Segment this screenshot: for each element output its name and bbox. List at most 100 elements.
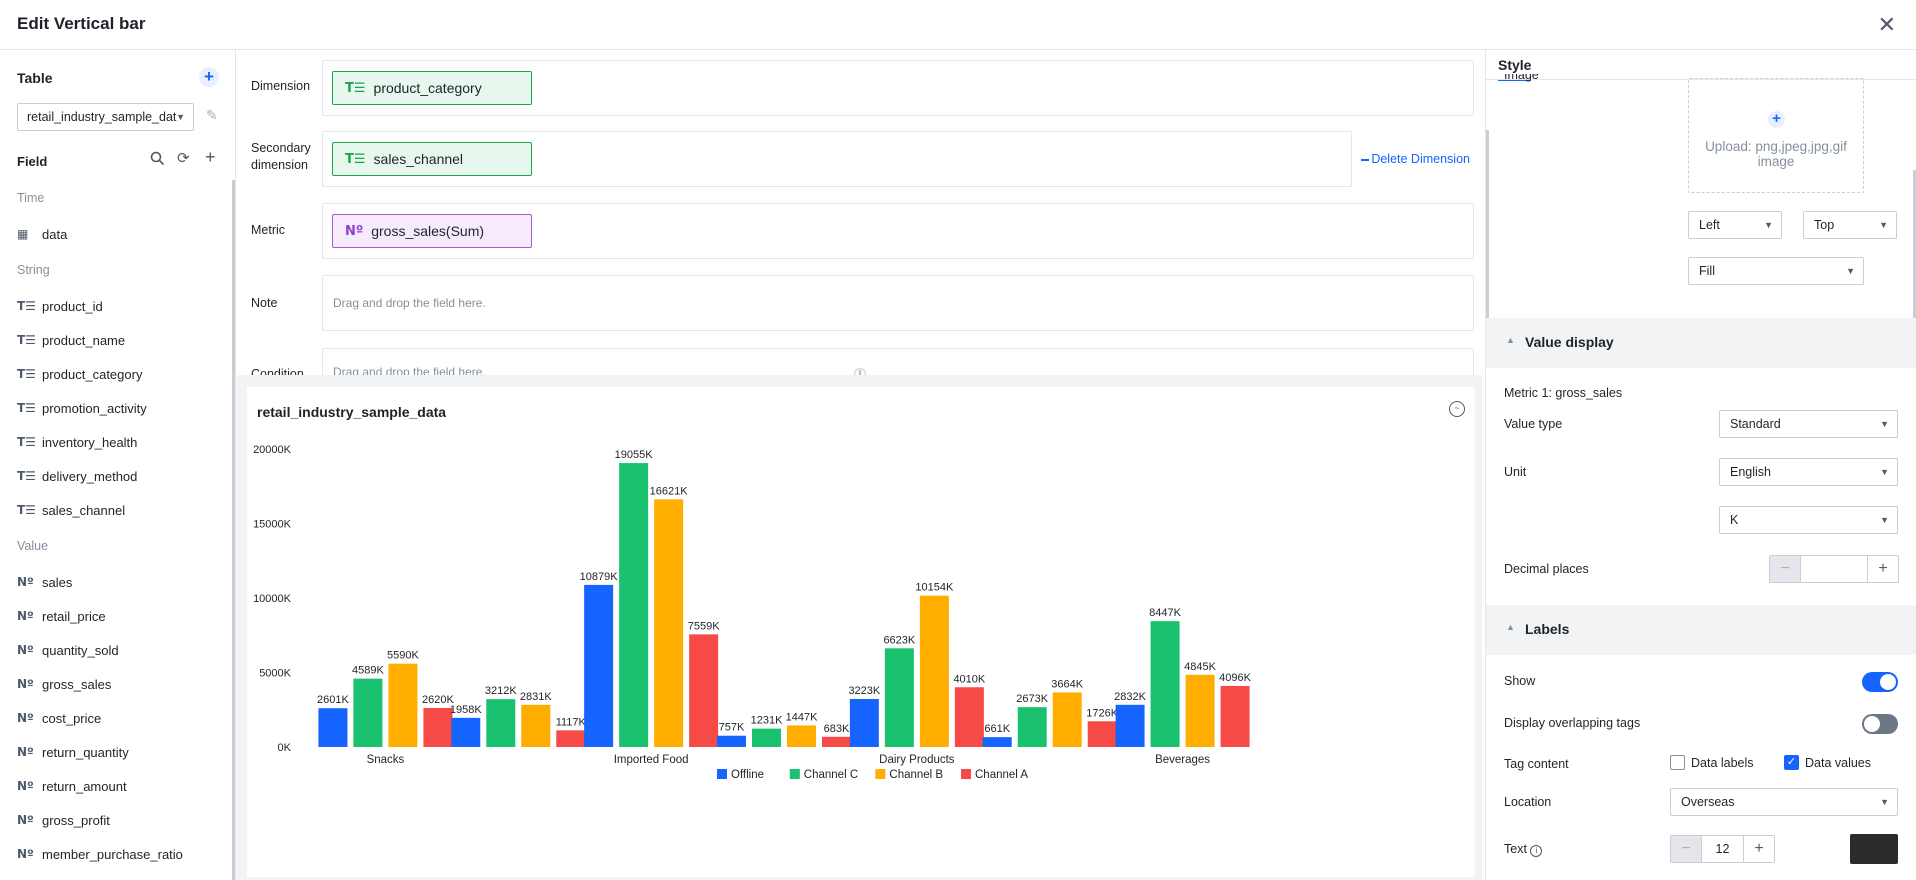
field-item-value[interactable]: Nº return_quantity <box>17 735 129 769</box>
labels-header[interactable]: ▲ Labels <box>1486 605 1916 655</box>
tab-divider <box>1486 79 1916 80</box>
data-label: 3664K <box>1051 678 1083 690</box>
overlap-toggle[interactable] <box>1862 714 1898 734</box>
decimal-stepper[interactable]: − + <box>1769 555 1899 583</box>
refresh-icon[interactable]: ⟳ <box>177 150 190 167</box>
text-size-stepper[interactable]: − 12 + <box>1670 835 1775 863</box>
data-label: 2831K <box>520 691 552 703</box>
secondary-drop-zone[interactable]: T☰ sales_channel <box>322 131 1352 187</box>
field-item-time[interactable]: ▦ data <box>17 217 67 251</box>
fit-select[interactable]: Fill ▼ <box>1688 257 1864 285</box>
data-values-checkbox[interactable]: ✓ Data values <box>1784 755 1871 770</box>
field-item-string[interactable]: T☰ inventory_health <box>17 425 137 459</box>
value-type-select[interactable]: Standard ▼ <box>1719 410 1898 438</box>
field-item-value[interactable]: Nº quantity_sold <box>17 633 119 667</box>
x-tick-label: Dairy Products <box>879 754 955 766</box>
bar <box>1115 704 1145 747</box>
field-item-value[interactable]: Nº return_amount <box>17 769 127 803</box>
text-size-value[interactable]: 12 <box>1701 836 1744 862</box>
increment-icon[interactable]: + <box>1878 560 1888 577</box>
text-color-swatch[interactable] <box>1850 834 1898 864</box>
dimension-drop-zone[interactable]: T☰ product_category <box>322 60 1474 116</box>
data-label: 4010K <box>953 673 985 685</box>
decimal-value[interactable] <box>1800 556 1868 582</box>
field-item-string[interactable]: T☰ delivery_method <box>17 459 137 493</box>
field-item-string[interactable]: T☰ promotion_activity <box>17 391 147 425</box>
overlap-label: Display overlapping tags <box>1504 716 1641 730</box>
table-select[interactable]: retail_industry_sample_dat ▼ <box>17 103 194 131</box>
tab-style[interactable]: Style <box>1498 57 1532 81</box>
string-type-icon: T☰ <box>17 367 36 381</box>
field-item-string[interactable]: T☰ sales_channel <box>17 493 125 527</box>
decrement-icon[interactable]: − <box>1671 836 1701 862</box>
unit-select[interactable]: English ▼ <box>1719 458 1898 486</box>
checkbox-icon <box>1670 755 1685 770</box>
field-item-value[interactable]: Nº gross_sales <box>17 667 111 701</box>
unit-scale-value: K <box>1730 513 1739 527</box>
unit-scale-select[interactable]: K ▼ <box>1719 506 1898 534</box>
panel-splitter[interactable] <box>232 180 235 880</box>
scrollbar-right[interactable] <box>1913 170 1916 360</box>
unit-value: English <box>1730 465 1771 479</box>
data-label: 4096K <box>1219 672 1251 684</box>
location-select[interactable]: Overseas ▼ <box>1670 788 1898 816</box>
secondary-pill[interactable]: T☰ sales_channel <box>332 142 532 176</box>
horizontal-align-select[interactable]: Left ▼ <box>1688 211 1782 239</box>
field-item-value[interactable]: Nº retail_price <box>17 599 106 633</box>
field-item-label: quantity_sold <box>42 642 119 658</box>
data-labels-checkbox[interactable]: Data labels <box>1670 755 1754 770</box>
chevron-down-icon: ▼ <box>1880 797 1889 807</box>
vertical-align-select[interactable]: Top ▼ <box>1803 211 1897 239</box>
data-label: 2673K <box>1016 693 1048 705</box>
field-item-string[interactable]: T☰ product_name <box>17 323 125 357</box>
decimal-label: Decimal places <box>1504 562 1589 576</box>
field-item-label: data <box>42 226 68 242</box>
show-toggle[interactable] <box>1862 672 1898 692</box>
dimension-pill[interactable]: T☰ product_category <box>332 71 532 105</box>
dimension-pill-label: product_category <box>373 80 482 96</box>
edit-icon[interactable]: ✎ <box>206 107 218 123</box>
info-icon[interactable]: i <box>1530 845 1543 857</box>
add-table-icon[interactable]: + <box>199 67 219 87</box>
field-item-label: return_amount <box>42 778 127 794</box>
condition-drop-zone[interactable]: Drag and drop the field here. <box>322 348 1474 375</box>
bar <box>1220 685 1250 747</box>
metric-pill[interactable]: Nº gross_sales(Sum) <box>332 214 532 248</box>
field-item-value[interactable]: Nº sales <box>17 565 72 599</box>
chevron-down-icon: ▼ <box>1764 220 1773 230</box>
search-icon[interactable] <box>150 151 165 169</box>
chart-settings-icon[interactable]: ~ <box>1449 401 1465 417</box>
decrement-icon[interactable]: − <box>1770 556 1800 582</box>
legend-label: Channel C <box>804 769 858 781</box>
dialog-title: Edit Vertical bar <box>17 14 146 33</box>
bar <box>849 698 879 747</box>
value-display-header[interactable]: ▲ Value display <box>1486 318 1916 368</box>
upload-plus-icon: + <box>1768 111 1785 128</box>
field-item-value[interactable]: Nº gross_profit <box>17 803 110 837</box>
add-field-icon[interactable]: + <box>205 147 216 167</box>
string-type-icon: T☰ <box>17 299 36 313</box>
field-item-value[interactable]: Nº member_purchase_ratio <box>17 837 183 871</box>
bar <box>388 663 418 747</box>
field-title: Field <box>17 154 48 169</box>
bar <box>556 730 586 747</box>
number-type-icon: Nº <box>17 575 34 589</box>
field-item-string[interactable]: T☰ product_category <box>17 357 142 391</box>
bar <box>619 463 649 747</box>
bar <box>884 648 914 747</box>
field-item-value[interactable]: Nº cost_price <box>17 701 101 735</box>
text-label: Text i <box>1504 842 1543 857</box>
chart-title: retail_industry_sample_data <box>257 404 447 420</box>
scrollbar-left[interactable] <box>1486 130 1489 360</box>
show-label: Show <box>1504 674 1536 688</box>
increment-icon[interactable]: + <box>1754 840 1764 857</box>
metric-drop-zone[interactable]: Nº gross_sales(Sum) <box>322 203 1474 259</box>
calendar-icon: ▦ <box>17 227 29 241</box>
data-label: 16621K <box>650 485 689 497</box>
note-drop-zone[interactable]: Drag and drop the field here. <box>322 275 1474 331</box>
image-upload-area[interactable]: + Upload: png,jpeg,jpg,gif image <box>1688 78 1864 193</box>
delete-dimension-button[interactable]: Delete Dimension <box>1361 152 1470 166</box>
table-title: Table <box>17 70 53 86</box>
field-item-string[interactable]: T☰ product_id <box>17 289 103 323</box>
close-icon[interactable]: ✕ <box>1877 12 1896 37</box>
